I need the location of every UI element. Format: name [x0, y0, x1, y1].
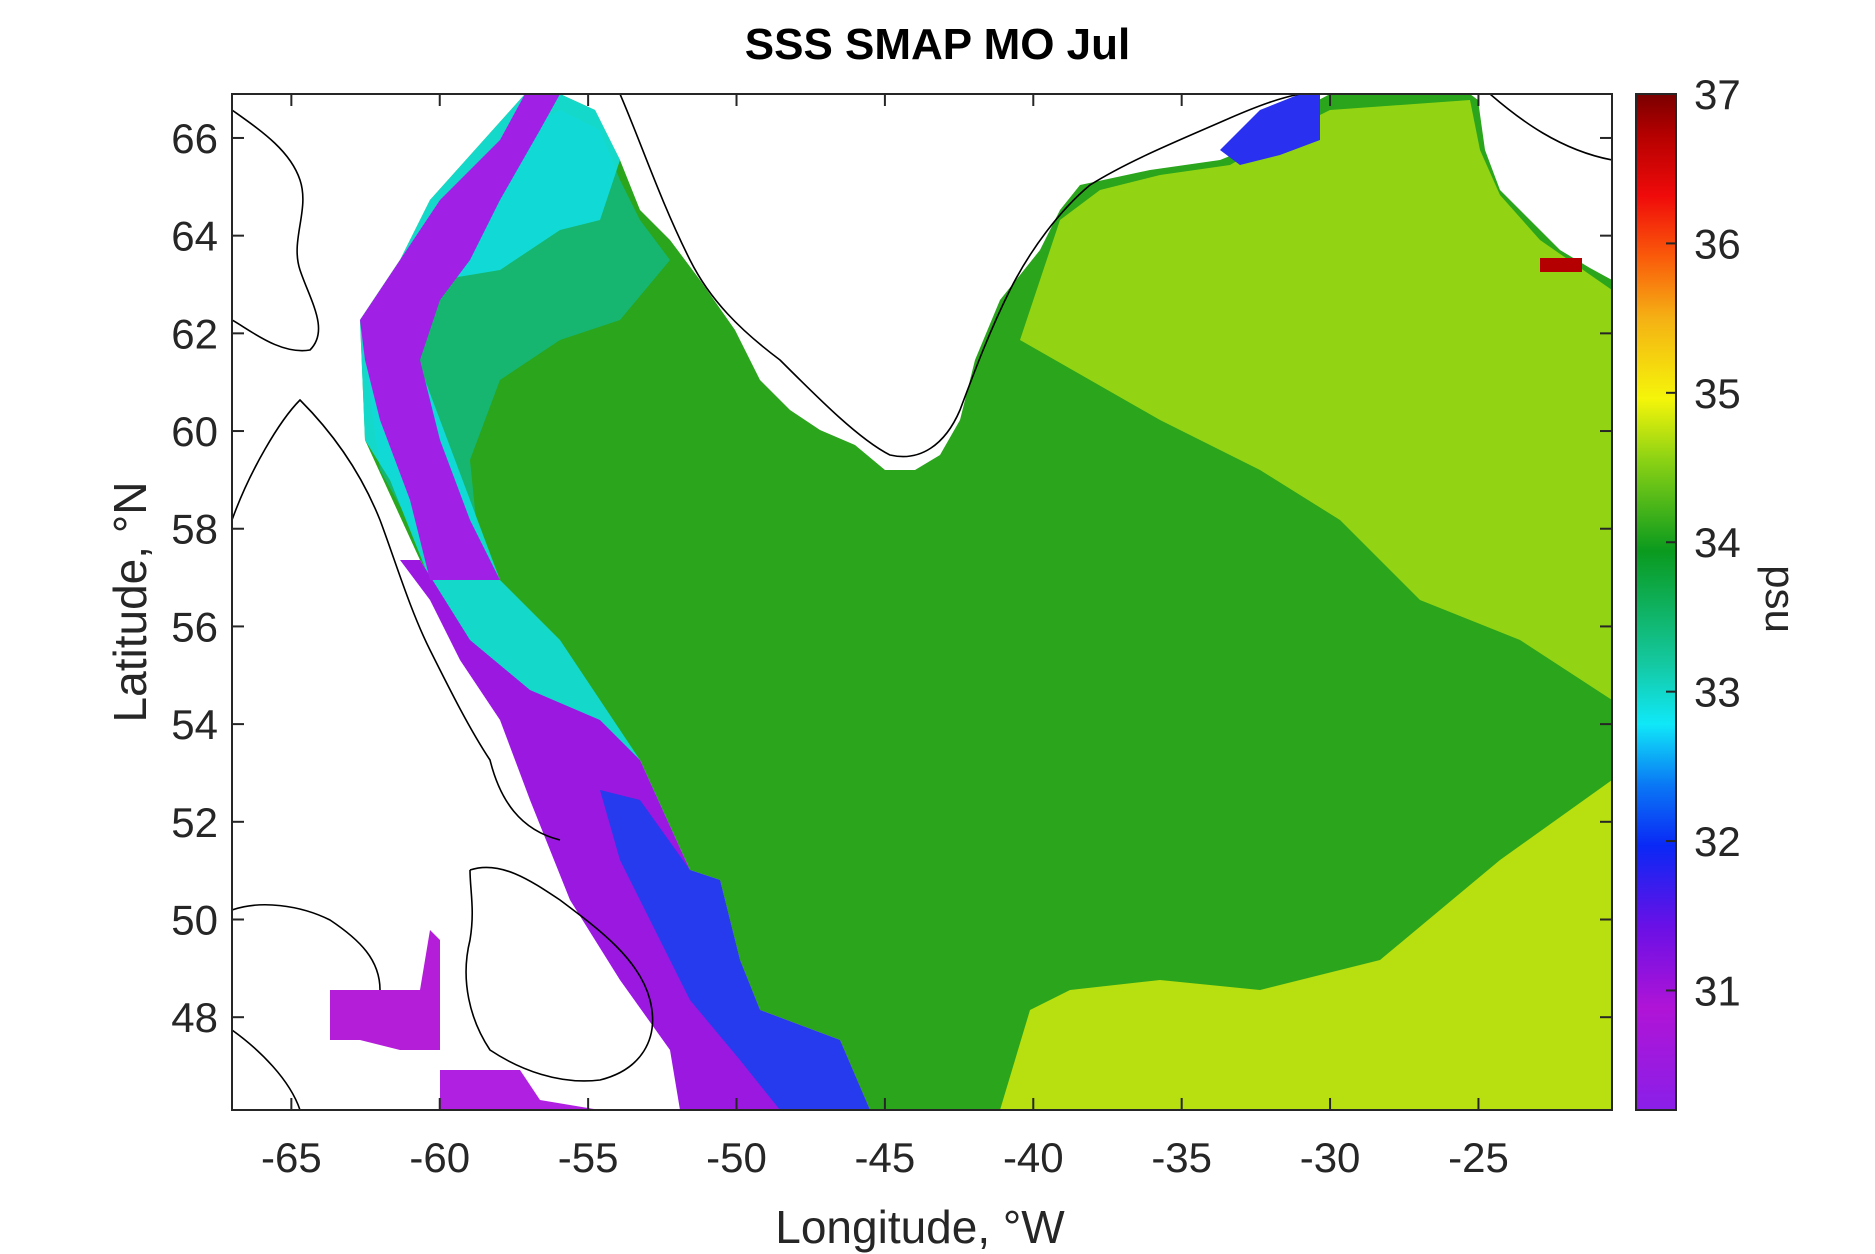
region-fill-scotian: [440, 1070, 600, 1110]
plot-frame: [231, 93, 1613, 1111]
coastlines: [232, 94, 1612, 1110]
colorbar-tick-label: 37: [1694, 71, 1741, 118]
y-tick-label: 58: [171, 506, 218, 553]
x-axis-label: Longitude, °W: [775, 1201, 1065, 1253]
region-fill-northeast: [1020, 100, 1612, 700]
coastline-greenland: [619, 94, 1301, 458]
colorbar-tick-label: 32: [1694, 818, 1741, 865]
region-fill-gulf: [330, 930, 440, 1050]
x-tick-label: -40: [1003, 1134, 1064, 1181]
y-tick-label: 52: [171, 799, 218, 846]
x-tick-label: -65: [261, 1134, 322, 1181]
x-tick-label: -60: [409, 1134, 470, 1181]
x-tick-label: -55: [558, 1134, 619, 1181]
colorbar-tick-label: 31: [1694, 967, 1741, 1014]
y-tick-label: 56: [171, 603, 218, 650]
colorbar: [1635, 93, 1677, 1111]
y-tick-label: 66: [171, 115, 218, 162]
region-fill-labrador-coast-purple: [360, 94, 560, 580]
coastline-labrador: [232, 398, 561, 841]
y-tick-label: 48: [171, 994, 218, 1041]
y-tick-label: 60: [171, 408, 218, 455]
colorbar-tick-label: 35: [1694, 370, 1741, 417]
coastline-iceland: [1489, 94, 1612, 161]
region-fill-southeast: [1000, 780, 1612, 1110]
coastline-baffin: [232, 109, 320, 352]
region-fill-shelf-blue: [600, 790, 870, 1110]
y-tick-label: 54: [171, 701, 218, 748]
salinity-field: [232, 94, 1612, 1110]
y-tick-label: 62: [171, 310, 218, 357]
colorbar-tick-label: 34: [1694, 519, 1741, 566]
x-axis: -65 -60 -55 -50 -45 -40 -35 -30 -25: [261, 94, 1509, 1181]
y-axis: 48 50 52 54 56 58 60 62 64 66: [171, 115, 1612, 1041]
x-tick-label: -50: [706, 1134, 767, 1181]
x-tick-label: -25: [1448, 1134, 1509, 1181]
region-fill-iceland-red: [1540, 258, 1582, 272]
coastline-nova-scotia: [232, 1029, 301, 1110]
colorbar-tick-label: 36: [1694, 220, 1741, 267]
colorbar-label: psu: [1757, 565, 1804, 633]
x-tick-label: -35: [1151, 1134, 1212, 1181]
y-axis-label: Latitude, °N: [104, 481, 156, 723]
y-tick-label: 64: [171, 213, 218, 260]
coastline-gulf: [232, 904, 381, 991]
colorbar-tick-label: 33: [1694, 669, 1741, 716]
x-tick-label: -45: [855, 1134, 916, 1181]
region-fill-irminger-coast: [1220, 94, 1320, 165]
x-tick-label: -30: [1300, 1134, 1361, 1181]
colorbar-ticks: 31 32 33 34 35 36 37: [1666, 71, 1741, 1014]
chart-title: SSS SMAP MO Jul: [744, 20, 1131, 69]
y-tick-label: 50: [171, 897, 218, 944]
coastline-newfoundland: [465, 866, 654, 1082]
